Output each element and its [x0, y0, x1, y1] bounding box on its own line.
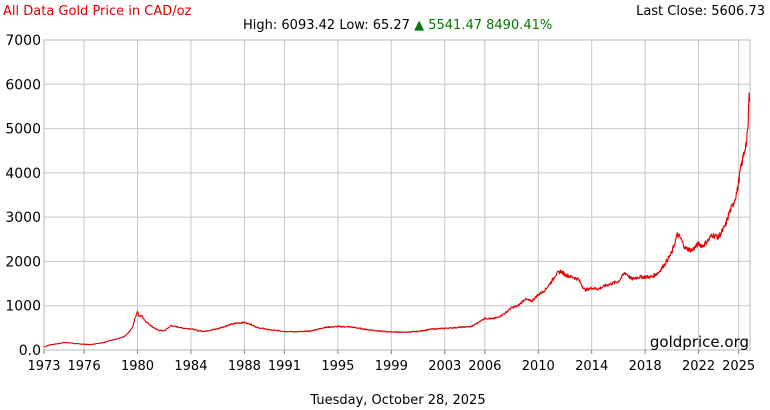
last-close-label: Last Close:: [636, 4, 707, 19]
x-tick-label: 1988: [228, 359, 261, 374]
x-tick-label: 1976: [68, 359, 101, 374]
watermark: goldprice.org: [650, 333, 749, 351]
y-tick-label: 1000: [5, 299, 41, 315]
x-tick-label: 2025: [722, 359, 755, 374]
x-tick-label: 2003: [428, 359, 461, 374]
y-tick-label: 4000: [5, 166, 41, 182]
last-close: Last Close: 5606.73: [636, 4, 765, 19]
x-tick-label: 2014: [575, 359, 608, 374]
x-tick-label: 2022: [682, 359, 715, 374]
last-close-value: 5606.73: [711, 4, 765, 19]
x-tick-label: 1984: [174, 359, 207, 374]
y-tick-label: 6000: [5, 77, 41, 93]
chart-title: All Data Gold Price in CAD/oz: [3, 4, 192, 19]
x-tick-label: 2018: [629, 359, 662, 374]
x-tick-label: 1980: [121, 359, 154, 374]
x-tick-label: 2010: [522, 359, 555, 374]
high-label: High:: [243, 18, 277, 33]
y-tick-label: 3000: [5, 210, 41, 226]
up-arrow-icon: ▲: [414, 18, 424, 33]
y-tick-label: 0.0: [19, 343, 41, 359]
y-tick-label: 7000: [5, 33, 41, 49]
stats-line: High: 6093.42 Low: 65.27 ▲ 5541.47 8490.…: [243, 18, 552, 33]
y-axis-ticks: 0.0 1000 2000 3000 4000 5000 6000 7000: [5, 33, 41, 359]
low-value: 65.27: [373, 18, 410, 33]
x-axis-ticks: 1973 1976 1980 1984 1988 1991 1995 1999 2003 2006…: [27, 350, 755, 374]
footer-date: Tuesday, October 28, 2025: [309, 393, 485, 408]
y-tick-label: 2000: [5, 254, 41, 270]
low-label: Low:: [339, 18, 368, 33]
plot-frame: [43, 39, 751, 351]
high-value: 6093.42: [281, 18, 335, 33]
change-percent: 8490.41%: [486, 18, 552, 33]
y-tick-label: 5000: [5, 122, 41, 138]
x-tick-label: 1991: [268, 359, 301, 374]
change-value: 5541.47: [428, 18, 482, 33]
x-tick-label: 1999: [375, 359, 408, 374]
x-tick-label: 1973: [27, 359, 60, 374]
gold-price-line: [43, 92, 751, 348]
x-tick-label: 2006: [468, 359, 501, 374]
x-tick-label: 1995: [321, 359, 354, 374]
